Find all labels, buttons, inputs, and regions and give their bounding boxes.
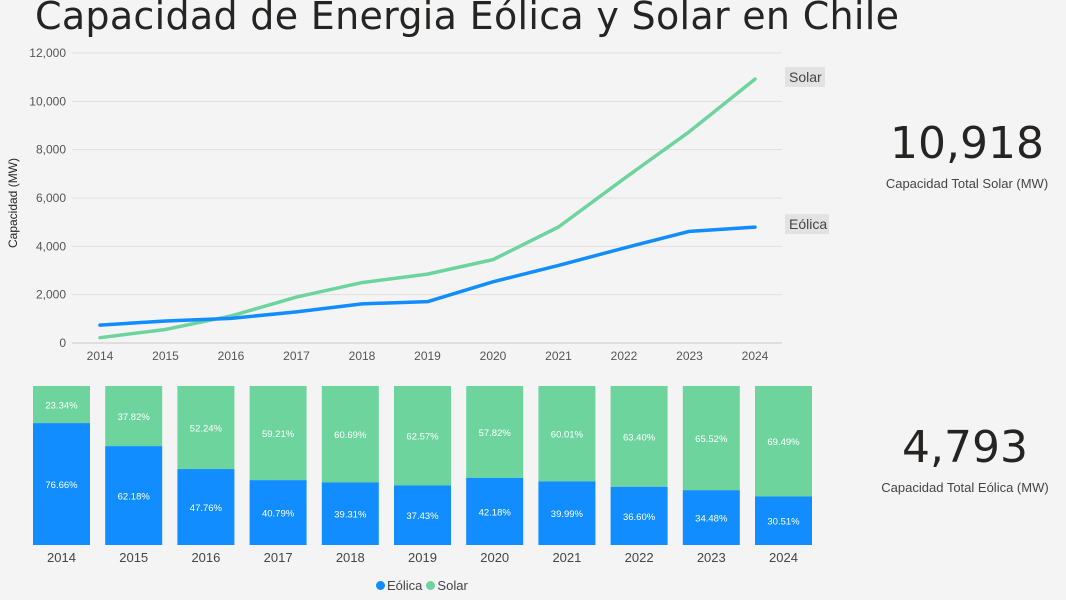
series-end-label-bg (785, 67, 825, 87)
bar-label-eolica: 39.31% (334, 510, 367, 521)
kpi-solar-value: 10,918 (890, 118, 1044, 169)
bar-label-solar: 65.52% (695, 434, 728, 445)
x-category-label: 2014 (47, 550, 76, 565)
bar-segment-solar (177, 386, 235, 470)
y-tick-label: 2,000 (36, 288, 66, 302)
bar-segment-solar (682, 386, 740, 491)
x-category-label: 2019 (408, 550, 437, 565)
x-category-label: 2016 (191, 550, 220, 565)
y-tick-label: 8,000 (36, 143, 66, 157)
bar-segment-eolica (33, 423, 90, 545)
series-end-label-solar: Solar (785, 67, 825, 87)
series-end-label-text: Eólica (789, 216, 827, 232)
series-end-label-bg (785, 214, 829, 235)
bar-label-eolica: 36.60% (623, 512, 656, 523)
bar-segment-solar (610, 386, 668, 487)
x-tick-label: 2014 (87, 349, 114, 363)
bar-segment-eolica (394, 485, 451, 545)
legend-dot-solar (426, 581, 436, 590)
bar-label-eolica: 34.48% (695, 514, 728, 525)
bar-label-solar: 62.57% (406, 432, 439, 443)
bar-label-solar: 52.24% (190, 424, 223, 435)
x-category-label: 2020 (480, 550, 509, 565)
bar-segment-eolica (538, 481, 596, 545)
bar-label-solar: 59.21% (262, 429, 295, 440)
bar-chart-legend: Eólica Solar (376, 578, 468, 593)
bar-segment-solar (105, 386, 163, 447)
bar-segment-solar (394, 386, 451, 486)
legend-item-eolica[interactable]: Eólica (376, 578, 422, 593)
bar-label-solar: 60.69% (334, 430, 367, 441)
bar-label-solar: 63.40% (623, 432, 656, 443)
legend-label-solar: Solar (437, 578, 468, 593)
bar-label-solar: 57.82% (479, 428, 512, 439)
bar-label-solar: 69.49% (767, 437, 800, 448)
x-category-label: 2022 (625, 550, 654, 565)
bar-label-eolica: 39.99% (551, 509, 584, 520)
bar-label-solar: 60.01% (551, 430, 584, 441)
bar-label-solar: 23.34% (45, 401, 78, 412)
bar-segment-solar (249, 386, 307, 481)
x-category-label: 2021 (552, 550, 581, 565)
kpi-card-eolica: 4,793 Capacidad Total Eólica (MW) (855, 422, 1066, 496)
y-tick-label: 6,000 (36, 191, 66, 205)
x-category-label: 2015 (119, 550, 148, 565)
x-tick-label: 2022 (611, 349, 638, 363)
bar-segment-eolica (105, 446, 163, 545)
bar-segment-solar (466, 386, 524, 478)
bar-segment-eolica (610, 486, 668, 545)
bar-segment-eolica (682, 490, 740, 545)
x-tick-label: 2024 (742, 349, 769, 363)
y-tick-label: 12,000 (29, 46, 66, 60)
x-tick-label: 2018 (349, 349, 376, 363)
series-end-label-eolica: Eólica (785, 214, 829, 235)
bar-segment-eolica (177, 469, 235, 545)
x-tick-label: 2017 (283, 349, 310, 363)
page-title: Capacidad de Energia Eólica y Solar en C… (35, 0, 900, 38)
x-tick-label: 2015 (152, 349, 179, 363)
legend-dot-eolica (376, 581, 385, 590)
bar-label-eolica: 40.79% (262, 509, 295, 520)
series-line-eolica (98, 225, 757, 327)
bar-label-eolica: 37.43% (406, 511, 439, 522)
bar-segment-eolica (321, 482, 379, 545)
x-category-label: 2017 (264, 550, 293, 565)
bar-label-eolica: 62.18% (118, 492, 151, 503)
series-end-label-text: Solar (789, 69, 822, 85)
x-tick-label: 2016 (218, 349, 245, 363)
x-tick-label: 2020 (480, 349, 507, 363)
x-tick-label: 2019 (414, 349, 441, 363)
y-tick-label: 10,000 (29, 94, 66, 108)
legend-label-eolica: Eólica (387, 578, 423, 593)
bar-label-eolica: 76.66% (45, 480, 78, 491)
x-category-label: 2018 (336, 550, 365, 565)
bar-segment-eolica (466, 477, 524, 545)
y-axis-title: Capacidad (MW) (6, 158, 20, 248)
bar-label-eolica: 30.51% (767, 517, 800, 528)
kpi-solar-label: Capacidad Total Solar (MW) (885, 176, 1049, 191)
bar-label-eolica: 47.76% (190, 503, 223, 514)
x-category-label: 2024 (769, 550, 798, 565)
x-category-label: 2023 (697, 550, 726, 565)
legend-item-solar[interactable]: Solar (426, 578, 468, 593)
bar-segment-eolica (249, 480, 307, 545)
bar-segment-solar (321, 386, 379, 483)
bar-label-solar: 37.82% (118, 412, 151, 423)
kpi-eolica-label: Capacidad Total Eólica (MW) (881, 480, 1049, 495)
bar-segment-eolica (755, 496, 812, 545)
y-tick-label: 0 (59, 336, 66, 350)
kpi-card-solar: 10,918 Capacidad Total Solar (MW) (857, 118, 1066, 192)
x-tick-label: 2021 (545, 349, 572, 363)
bar-segment-solar (538, 386, 596, 482)
y-tick-label: 4,000 (36, 239, 66, 253)
bar-label-eolica: 42.18% (479, 507, 512, 518)
bar-segment-solar (33, 386, 90, 424)
bar-segment-solar (755, 386, 812, 497)
x-tick-label: 2023 (676, 349, 703, 363)
kpi-eolica-value: 4,793 (902, 422, 1028, 473)
